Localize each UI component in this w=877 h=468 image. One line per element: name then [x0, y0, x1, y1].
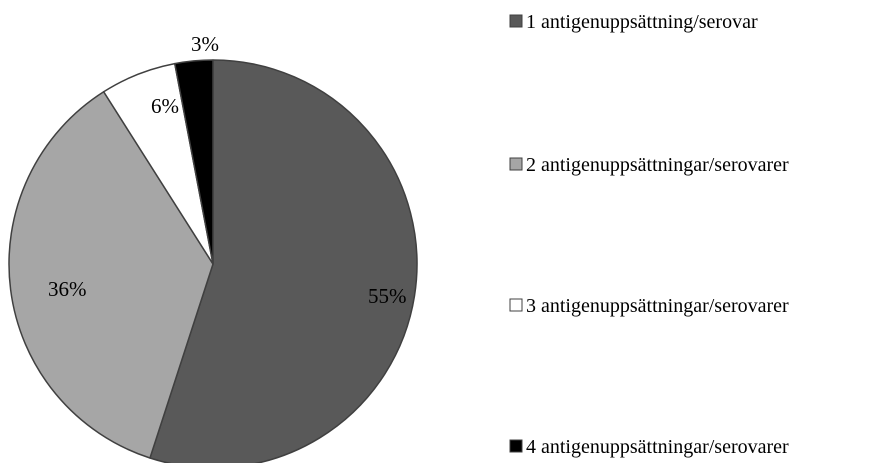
legend-swatch-1 — [509, 14, 523, 28]
legend-swatch-2 — [509, 157, 523, 171]
pie-slices — [8, 59, 418, 468]
legend-label-1: 1 antigenuppsättning/serovar — [526, 11, 758, 33]
legend-label-4: 4 antigenuppsättningar/serovarer — [526, 436, 789, 458]
data-label-2: 36% — [48, 277, 87, 301]
data-label-4: 3% — [191, 32, 219, 56]
pie-slice-2 — [8, 91, 214, 459]
pie-data-labels: 55% 36% 6% 3% — [48, 32, 407, 308]
legend-swatch-3 — [509, 298, 523, 312]
legend-label-2: 2 antigenuppsättningar/serovarer — [526, 154, 789, 176]
legend: 1 antigenuppsättning/serovar 2 antigenupp… — [509, 11, 789, 458]
data-label-3: 6% — [151, 94, 179, 118]
pie-slice-4 — [174, 59, 214, 265]
legend-label-3: 3 antigenuppsättningar/serovarer — [526, 295, 789, 317]
legend-swatch-4 — [509, 439, 523, 453]
data-label-1: 55% — [368, 284, 407, 308]
